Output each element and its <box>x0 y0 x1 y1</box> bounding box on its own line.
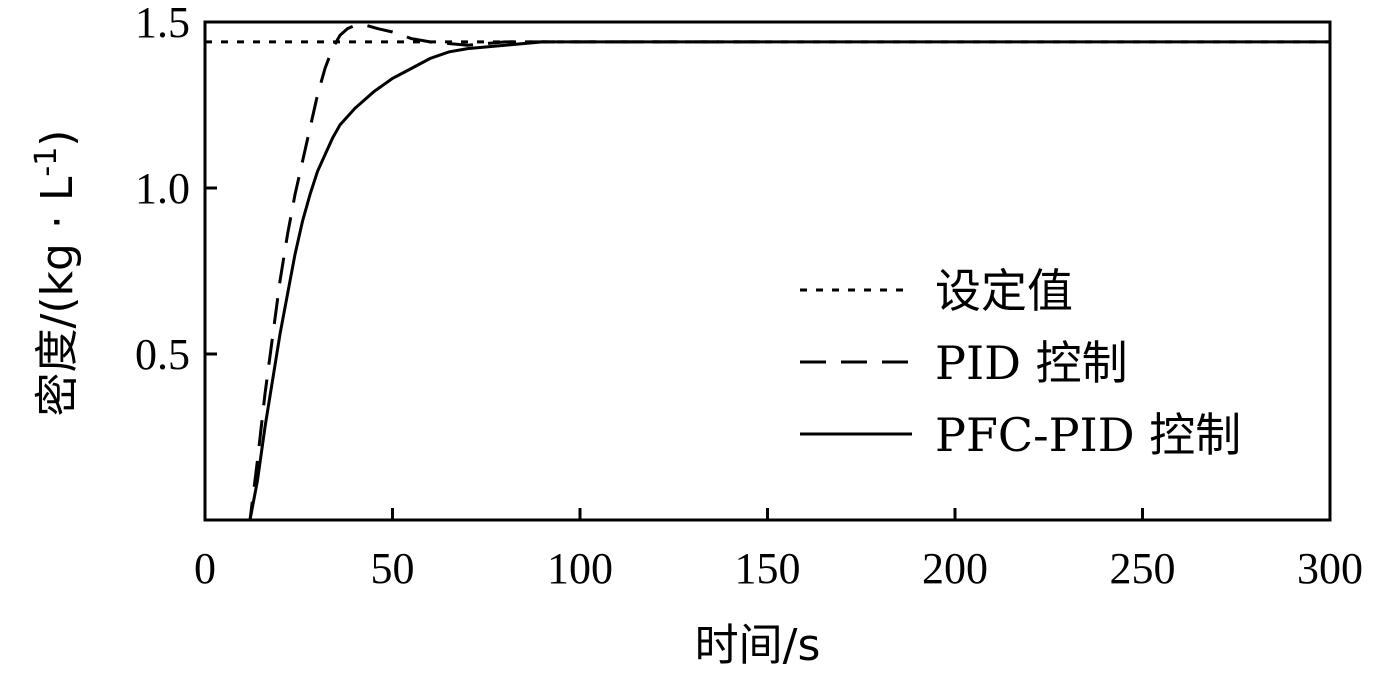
y-axis-title-suffix: ) <box>32 130 83 147</box>
y-axis-title-main: 密度/(kg · L <box>32 176 83 416</box>
series-line-2 <box>242 23 768 522</box>
y-tick-label: 0.5 <box>135 330 190 379</box>
x-tick-label: 150 <box>735 544 801 593</box>
y-tick-label: 1.0 <box>135 164 190 213</box>
legend: 设定值 PID 控制 PFC-PID 控制 <box>800 264 1241 462</box>
legend-label-2: PID 控制 <box>935 336 1128 390</box>
x-tick-label: 200 <box>922 544 988 593</box>
x-axis-title: 时间/s <box>695 620 821 671</box>
series-line-3 <box>242 40 1330 522</box>
x-tick-label: 50 <box>371 544 415 593</box>
series-layer <box>205 23 1330 522</box>
legend-label-1: 设定值 <box>935 264 1073 318</box>
y-axis-title: 密度/(kg · L-1) <box>29 130 83 417</box>
x-tick-label: 300 <box>1297 544 1363 593</box>
y-axis-title-superscript: -1 <box>29 147 64 177</box>
ticks-layer: 0 50 100 150 200 250 300 0.5 1.0 1.5 <box>135 0 1363 593</box>
x-tick-label: 0 <box>194 544 216 593</box>
x-tick-label: 250 <box>1110 544 1176 593</box>
x-tick-label: 100 <box>547 544 613 593</box>
y-tick-label: 1.5 <box>135 0 190 47</box>
legend-label-3: PFC-PID 控制 <box>935 408 1241 462</box>
